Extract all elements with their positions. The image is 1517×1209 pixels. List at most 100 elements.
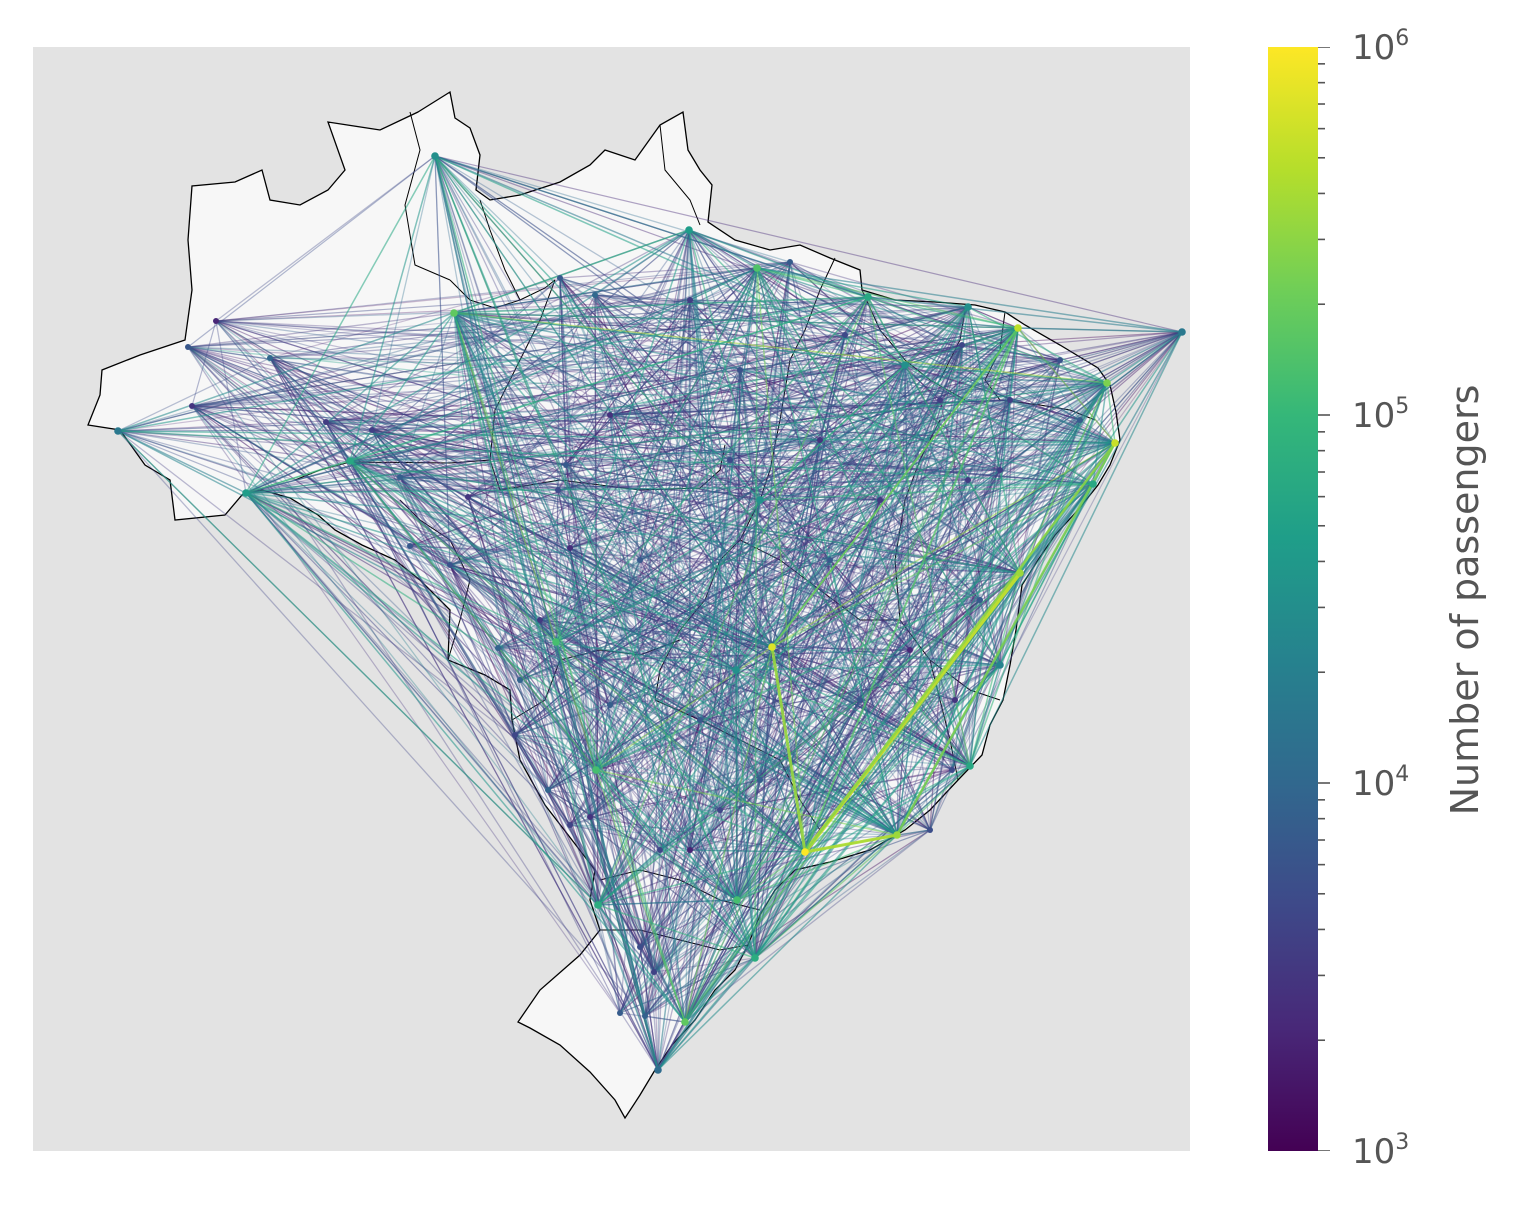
flight-route <box>191 405 701 721</box>
flight-route <box>789 261 941 401</box>
flight-route <box>453 312 1094 485</box>
flight-route <box>371 429 806 853</box>
flight-route <box>644 382 1108 1017</box>
flight-route <box>519 679 686 1023</box>
flight-route <box>245 429 373 494</box>
flight-route <box>789 261 1116 444</box>
flight-route <box>619 399 941 1014</box>
flight-route <box>1017 327 1183 333</box>
flight-route <box>215 320 881 501</box>
flight-route <box>117 294 596 432</box>
airport-node <box>697 717 703 723</box>
flight-route <box>684 699 956 1023</box>
flight-route <box>559 277 1021 574</box>
flight-route <box>657 849 661 1071</box>
flight-route <box>595 646 773 771</box>
flight-route <box>771 646 971 767</box>
flight-route <box>904 364 1108 384</box>
flight-route <box>771 442 1116 648</box>
flight-route <box>597 904 659 1071</box>
flight-route <box>187 155 436 348</box>
flight-route <box>569 499 761 549</box>
flight-route <box>967 327 1019 481</box>
flight-route <box>689 499 761 851</box>
flight-route <box>659 572 1021 851</box>
flight-route <box>879 499 971 767</box>
flight-route <box>589 719 701 818</box>
flight-route <box>117 430 1116 444</box>
airport-node <box>651 969 657 975</box>
flight-route <box>689 299 806 853</box>
flight-route <box>187 346 567 466</box>
flight-route <box>557 327 1019 491</box>
flight-route <box>215 320 969 481</box>
flight-route <box>597 829 931 906</box>
flight-route <box>961 344 1108 384</box>
flight-route <box>951 327 1019 771</box>
flight-route <box>453 267 758 314</box>
flight-route <box>589 816 738 901</box>
flight-route <box>555 382 1108 643</box>
flight-route <box>555 641 898 836</box>
flight-route <box>117 229 690 432</box>
flight-route <box>1017 327 1061 361</box>
flight-route <box>187 346 373 431</box>
flight-route <box>639 559 761 781</box>
flight-route <box>754 646 773 959</box>
flight-routes <box>117 155 1183 1071</box>
flight-route <box>754 439 821 959</box>
flight-route <box>639 267 758 561</box>
flight-route <box>409 545 898 836</box>
flight-route <box>1009 399 1021 574</box>
colorbar-ticks <box>1318 47 1330 1151</box>
flight-route <box>449 564 761 781</box>
flight-route <box>859 306 969 701</box>
flight-route <box>325 414 611 423</box>
flight-route <box>399 344 963 478</box>
airport-node <box>727 457 733 463</box>
flight-route <box>449 229 690 566</box>
flight-route <box>559 277 701 721</box>
flight-route <box>729 369 741 461</box>
flight-route <box>639 559 971 767</box>
flight-route <box>967 306 1019 329</box>
flight-route <box>589 816 655 973</box>
flight-route <box>736 699 861 901</box>
flight-route <box>659 849 686 1023</box>
flight-route <box>557 414 611 491</box>
flight-route <box>719 809 738 901</box>
airport-node <box>964 303 972 311</box>
flight-route <box>453 312 773 648</box>
flight-route <box>555 641 756 959</box>
airport-node <box>369 427 375 433</box>
flight-route <box>434 155 963 346</box>
airport-node <box>997 467 1003 473</box>
flight-route <box>594 294 599 906</box>
flight-route <box>215 320 1021 574</box>
flight-route <box>639 299 691 561</box>
airport-node <box>757 777 763 783</box>
flight-route <box>595 359 1061 771</box>
flight-route <box>399 296 869 478</box>
flight-route <box>557 439 821 491</box>
flight-route <box>659 327 1019 851</box>
flight-route <box>187 312 455 348</box>
airport-node <box>959 342 965 348</box>
flight-route <box>519 679 898 836</box>
flight-route <box>597 364 906 906</box>
flight-route <box>736 699 861 901</box>
flight-route <box>595 267 758 771</box>
flight-route <box>269 357 557 643</box>
flight-route <box>689 299 911 651</box>
flight-route <box>434 155 1183 333</box>
flight-route <box>514 359 1061 736</box>
flight-route <box>609 296 869 416</box>
flight-route <box>644 829 931 1017</box>
flight-route <box>453 312 756 959</box>
flight-route <box>434 155 869 298</box>
flight-route <box>597 704 611 906</box>
flight-route <box>979 382 1108 601</box>
flight-route <box>904 364 1021 574</box>
flight-route <box>759 499 981 601</box>
flight-route <box>759 382 1108 781</box>
